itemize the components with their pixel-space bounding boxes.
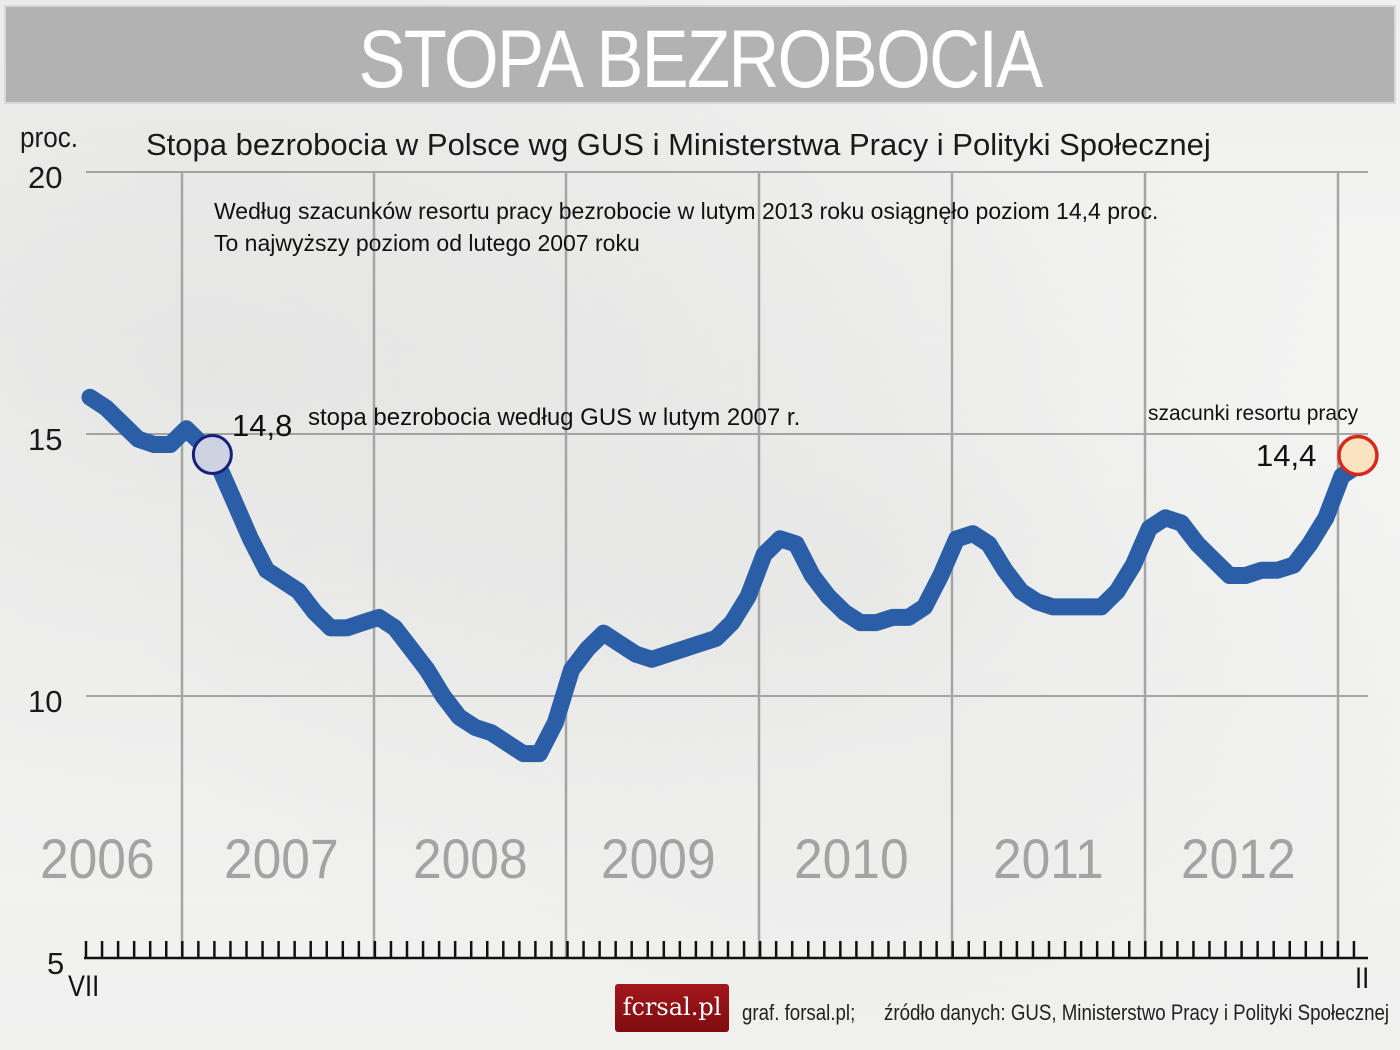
forsal-logo: fϲrsal.pl <box>615 984 729 1032</box>
y-tick-10: 10 <box>28 684 63 719</box>
ministry-value-label: 14,4 <box>1256 438 1317 473</box>
note-line-2: To najwyższy poziom od lutego 2007 roku <box>214 230 640 256</box>
y-tick-5: 5 <box>47 946 65 981</box>
gus-feb-2007-marker <box>191 433 233 475</box>
y-tick-20: 20 <box>28 160 63 195</box>
year-label-2012: 2012 <box>1181 827 1296 890</box>
ministry-feb-2013-marker <box>1337 434 1379 477</box>
data-source: źródło danych: GUS, Ministerstwo Pracy i… <box>884 1000 1390 1025</box>
x-axis-month-ticks <box>84 941 1368 960</box>
year-label-2010: 2010 <box>794 827 909 890</box>
graphic-credit: graf. forsal.pl; <box>742 1000 856 1025</box>
unemployment-rate-line <box>81 388 1367 763</box>
note-line-1: Według szacunków resortu pracy bezroboci… <box>214 198 1159 224</box>
gus-annotation-text: stopa bezrobocia według GUS w lutym 2007… <box>308 404 801 431</box>
x-axis-start-month: VII <box>68 970 100 1003</box>
y-axis-unit-label: proc. <box>20 122 79 154</box>
chart-subtitle: Stopa bezrobocia w Polsce wg GUS i Minis… <box>146 127 1211 162</box>
year-label-2008: 2008 <box>413 827 528 890</box>
year-label-2011: 2011 <box>993 827 1104 890</box>
ministry-annotation-text: szacunki resortu pracy <box>1148 402 1359 425</box>
x-axis-end-month: II <box>1355 962 1370 995</box>
year-label-2007: 2007 <box>224 827 339 890</box>
banner-title: STOPA BEZROBOCIA <box>358 14 1043 105</box>
gus-value-label: 14,8 <box>232 408 293 443</box>
title-banner: STOPA BEZROBOCIA <box>4 5 1396 104</box>
horizontal-gridlines <box>86 171 1368 697</box>
y-tick-15: 15 <box>28 422 63 457</box>
year-label-2009: 2009 <box>601 827 716 890</box>
year-label-2006: 2006 <box>40 827 155 890</box>
